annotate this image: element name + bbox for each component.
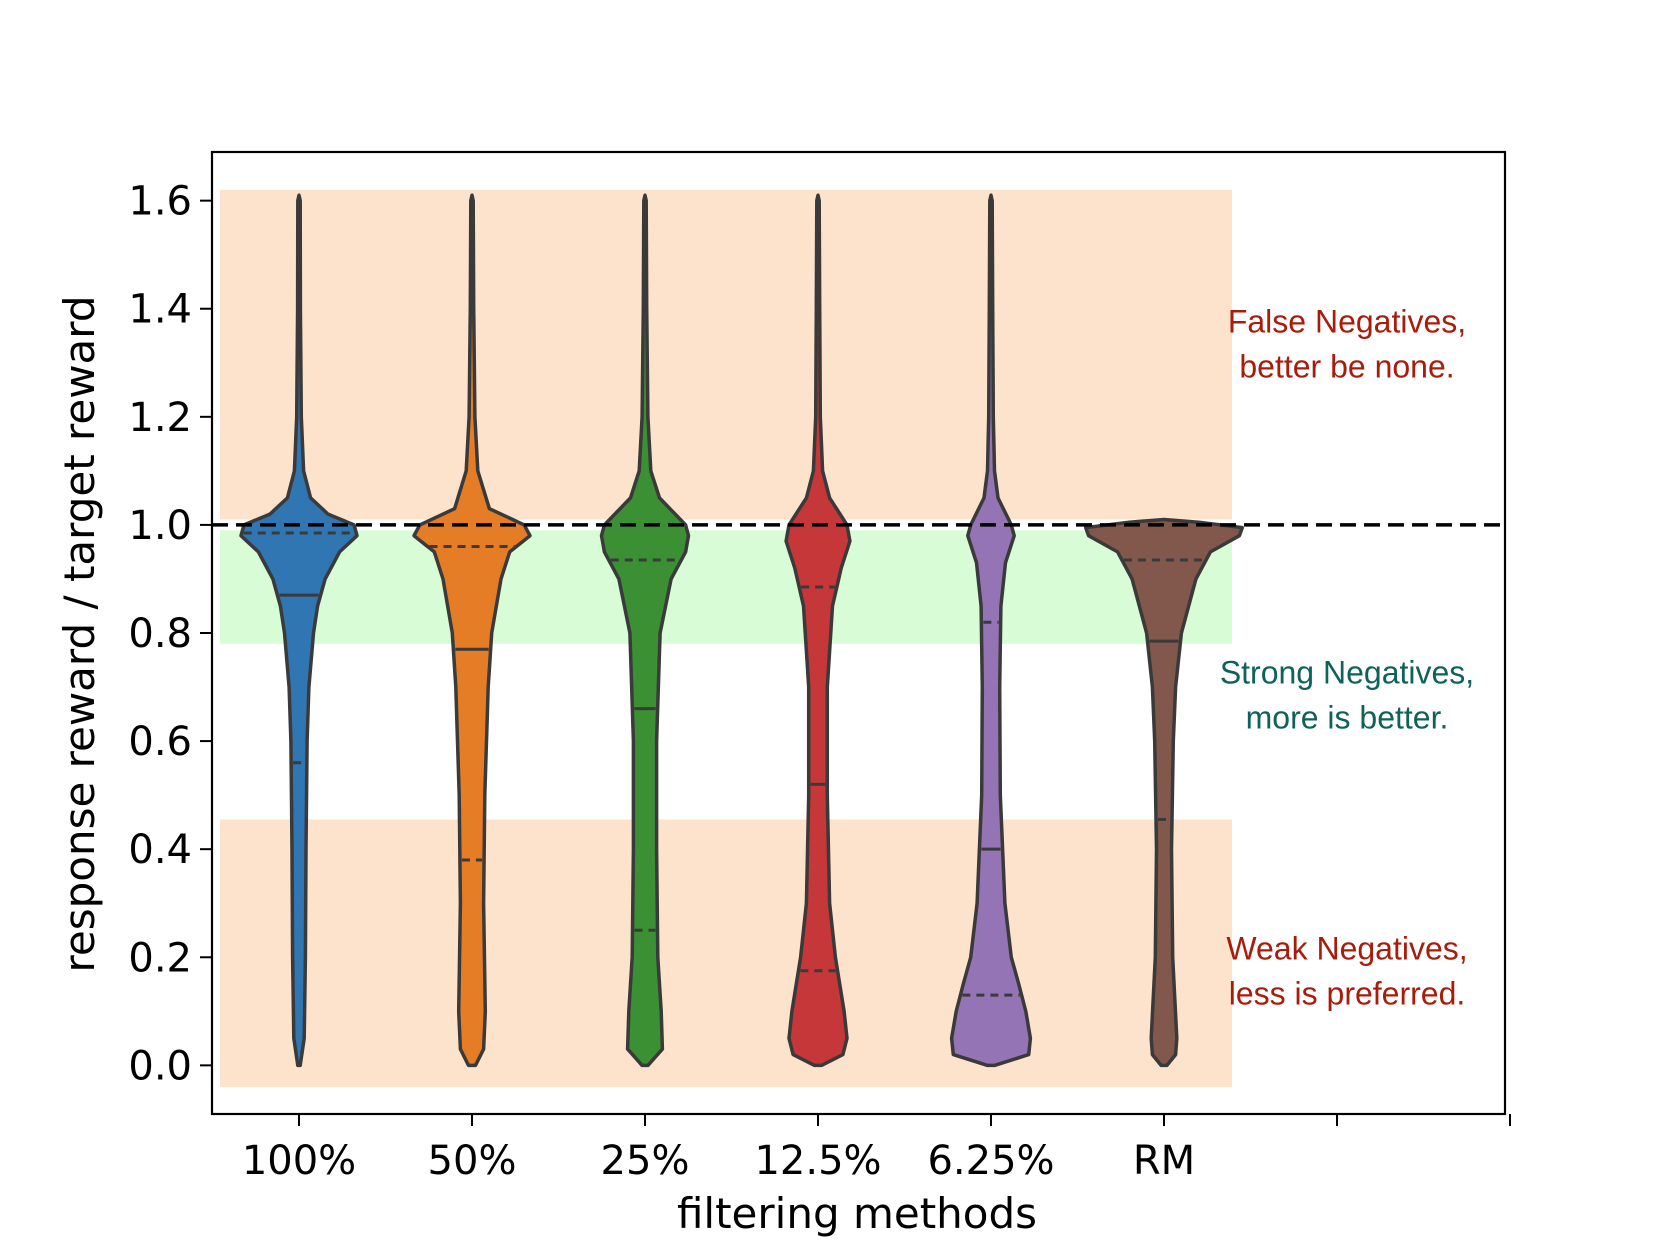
x-tick-label: 25% — [601, 1138, 690, 1184]
violin-body — [239, 193, 359, 1068]
violin-body — [784, 193, 852, 1068]
annotation-text: False Negatives, — [1228, 303, 1466, 339]
x-axis-title: filtering methods — [677, 1189, 1037, 1238]
y-tick-label: 1.2 — [128, 395, 192, 441]
x-tick-label: 12.5% — [754, 1138, 881, 1184]
y-tick-label: 0.0 — [128, 1043, 192, 1089]
annotation-text: less is preferred. — [1229, 975, 1466, 1011]
annotation-layer: False Negatives, better be none. Strong Ne… — [1220, 303, 1474, 1011]
violin-layer — [239, 193, 1245, 1068]
band-false-negatives — [220, 189, 1232, 520]
y-axis-title: response reward / target reward — [55, 296, 104, 973]
x-tick-label: RM — [1133, 1138, 1195, 1184]
band-strong-negatives — [220, 530, 1232, 644]
y-tick-label: 0.2 — [128, 935, 192, 981]
annotation-text: Weak Negatives, — [1226, 930, 1467, 966]
violin-body — [1083, 517, 1245, 1068]
y-tick-label: 0.6 — [128, 719, 192, 765]
x-tick-label: 100% — [242, 1138, 356, 1184]
axes-layer: 0.0 0.2 0.4 0.6 0.8 1.0 1.2 1.4 1.6 100% 50% 25% 12.… — [128, 179, 1511, 1184]
annotation-text: better be none. — [1239, 348, 1454, 384]
band-weak-negatives — [220, 819, 1232, 1087]
violin-body — [412, 193, 532, 1068]
x-tick-label: 6.25% — [927, 1138, 1054, 1184]
band-layer — [220, 189, 1232, 1087]
violin-body — [949, 193, 1033, 1068]
annotation-text: more is better. — [1246, 700, 1449, 736]
y-tick-label: 0.8 — [128, 611, 192, 657]
y-tick-label: 1.0 — [128, 503, 192, 549]
y-tick-label: 1.4 — [128, 287, 192, 333]
y-tick-label: 1.6 — [128, 179, 192, 225]
x-tick-label: 50% — [428, 1138, 517, 1184]
annotation-text: Strong Negatives, — [1220, 655, 1474, 691]
violin-body — [599, 193, 691, 1068]
y-tick-label: 0.4 — [128, 827, 192, 873]
